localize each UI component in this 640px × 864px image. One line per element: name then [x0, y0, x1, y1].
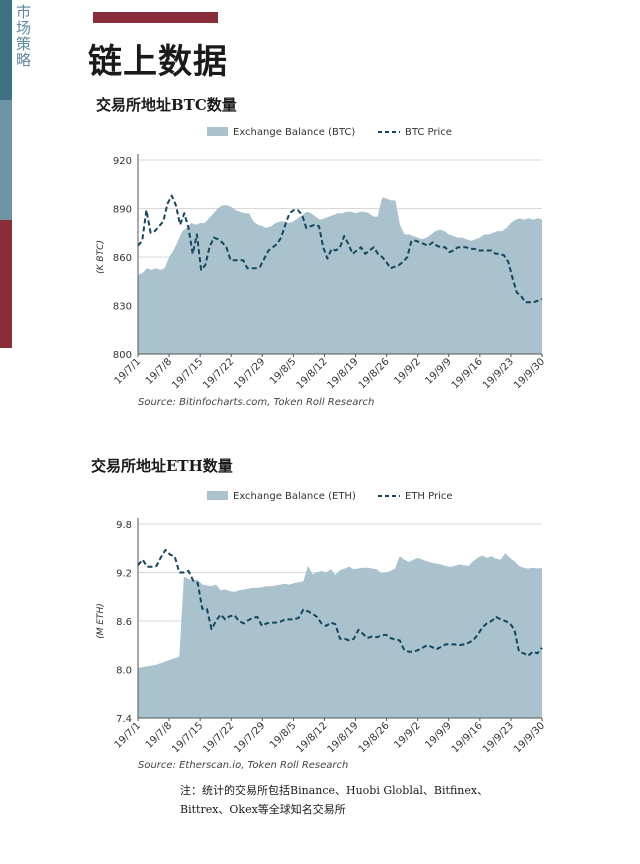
btc-exchange-chart: Exchange Balance (BTC) BTC Price 920 890 860…	[96, 127, 547, 391]
eth-x-tick-label: 19/9/23	[481, 720, 516, 755]
eth-x-tick-label: 19/7/29	[232, 720, 267, 755]
btc-x-tick-label: 19/8/5	[268, 356, 299, 387]
eth-exchange-chart: Exchange Balance (ETH) ETH Price 9.8 9.2 8.6…	[96, 491, 547, 755]
eth-legend-line-label: ETH Price	[405, 491, 453, 502]
btc-x-tick-label: 19/7/22	[201, 356, 236, 391]
btc-x-tick-label: 19/9/16	[450, 356, 485, 391]
footnote: 注：统计的交易所包括Binance、Huobi Globlal、Bitfinex…	[180, 781, 520, 819]
eth-x-tick-label: 19/9/2	[392, 720, 423, 751]
btc-price-line	[137, 194, 543, 304]
eth-x-tick-label: 19/8/12	[295, 720, 330, 755]
btc-y-tick-label: 890	[113, 205, 132, 216]
btc-balance-area	[138, 197, 542, 354]
eth-price-line	[137, 548, 543, 657]
btc-y-tick-label: 860	[113, 253, 132, 264]
eth-y-tick-label: 7.4	[116, 714, 132, 725]
btc-chart-title: 交易所地址BTC数量	[96, 96, 237, 114]
btc-legend: Exchange Balance (BTC) BTC Price	[207, 127, 452, 138]
footnote-line-1: 注：统计的交易所包括Binance、Huobi Globlal、Bitfinex…	[180, 784, 489, 797]
side-bar-middle	[0, 100, 12, 220]
btc-chart-source: Source: Bitinfocharts.com, Token Roll Re…	[138, 397, 375, 408]
btc-x-tick-label: 19/8/19	[326, 356, 361, 391]
eth-y-tick-label: 9.8	[116, 520, 132, 531]
eth-x-tick-label: 19/9/16	[450, 720, 485, 755]
eth-chart-source: Source: Etherscan.io, Token Roll Researc…	[138, 760, 349, 771]
side-bar-bottom	[0, 220, 12, 348]
eth-y-tick-label: 8.0	[116, 666, 132, 677]
btc-x-tick-label: 19/9/2	[392, 356, 423, 387]
eth-x-tick-label: 19/7/15	[170, 720, 205, 755]
btc-x-tick-label: 19/7/15	[170, 356, 205, 391]
eth-x-tick-label: 19/8/19	[326, 720, 361, 755]
side-bar-top	[0, 0, 12, 100]
eth-x-tick-label: 19/8/26	[357, 720, 392, 755]
btc-x-tick-label: 19/8/26	[357, 356, 392, 391]
eth-x-tick-label: 19/7/22	[201, 720, 236, 755]
eth-y-tick-label: 9.2	[116, 569, 132, 580]
eth-legend: Exchange Balance (ETH) ETH Price	[207, 491, 453, 502]
eth-chart-title: 交易所地址ETH数量	[91, 457, 233, 475]
btc-x-tick-label: 19/9/23	[481, 356, 516, 391]
btc-x-tick-label: 19/7/8	[144, 356, 175, 387]
eth-legend-area-label: Exchange Balance (ETH)	[233, 491, 356, 502]
title-accent-bar	[93, 12, 218, 23]
btc-legend-area-swatch	[207, 127, 228, 136]
btc-x-tick-label: 19/8/12	[295, 356, 330, 391]
footnote-line-2: Bittrex、Okex等全球知名交易所	[180, 803, 346, 816]
eth-x-tick-label: 19/7/8	[144, 720, 175, 751]
eth-y-axis-label: (M ETH)	[96, 603, 106, 639]
btc-x-tick-label: 19/7/29	[232, 356, 267, 391]
btc-x-tick-label: 19/9/9	[423, 356, 454, 387]
eth-x-tick-label: 19/9/9	[423, 720, 454, 751]
btc-x-tick-label: 19/9/30	[512, 356, 547, 391]
btc-y-tick-label: 800	[113, 350, 132, 361]
btc-y-tick-label: 920	[113, 156, 132, 167]
page-title: 链上数据	[88, 42, 228, 82]
eth-legend-area-swatch	[207, 491, 228, 500]
btc-y-tick-label: 830	[113, 302, 132, 313]
btc-legend-line-label: BTC Price	[405, 127, 452, 138]
eth-y-tick-label: 8.6	[116, 617, 132, 628]
section-label: 市场策略	[14, 4, 32, 68]
btc-y-axis-label: (K BTC)	[96, 240, 106, 274]
btc-legend-area-label: Exchange Balance (BTC)	[233, 127, 355, 138]
eth-x-tick-label: 19/9/30	[512, 720, 547, 755]
eth-x-tick-label: 19/8/5	[268, 720, 299, 751]
